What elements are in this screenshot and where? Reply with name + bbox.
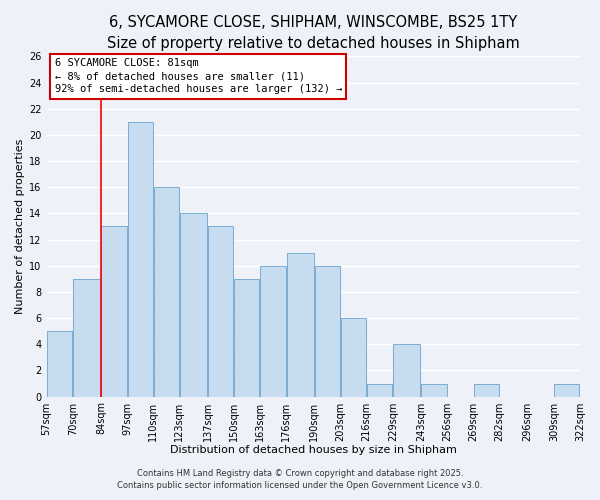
Bar [180, 214, 207, 396]
X-axis label: Distribution of detached houses by size in Shipham: Distribution of detached houses by size … [170, 445, 457, 455]
Bar [554, 384, 580, 396]
Bar [474, 384, 499, 396]
Bar [260, 266, 286, 396]
Bar [234, 279, 259, 396]
Bar [128, 122, 153, 396]
Bar [367, 384, 392, 396]
Bar [154, 187, 179, 396]
Bar [393, 344, 421, 397]
Text: Contains HM Land Registry data © Crown copyright and database right 2025.
Contai: Contains HM Land Registry data © Crown c… [118, 469, 482, 490]
Title: 6, SYCAMORE CLOSE, SHIPHAM, WINSCOMBE, BS25 1TY
Size of property relative to det: 6, SYCAMORE CLOSE, SHIPHAM, WINSCOMBE, B… [107, 15, 520, 51]
Bar [421, 384, 446, 396]
Text: 6 SYCAMORE CLOSE: 81sqm
← 8% of detached houses are smaller (11)
92% of semi-det: 6 SYCAMORE CLOSE: 81sqm ← 8% of detached… [55, 58, 342, 94]
Bar [315, 266, 340, 396]
Bar [208, 226, 233, 396]
Y-axis label: Number of detached properties: Number of detached properties [15, 139, 25, 314]
Bar [73, 279, 100, 396]
Bar [341, 318, 366, 396]
Bar [47, 331, 72, 396]
Bar [101, 226, 127, 396]
Bar [287, 252, 314, 396]
